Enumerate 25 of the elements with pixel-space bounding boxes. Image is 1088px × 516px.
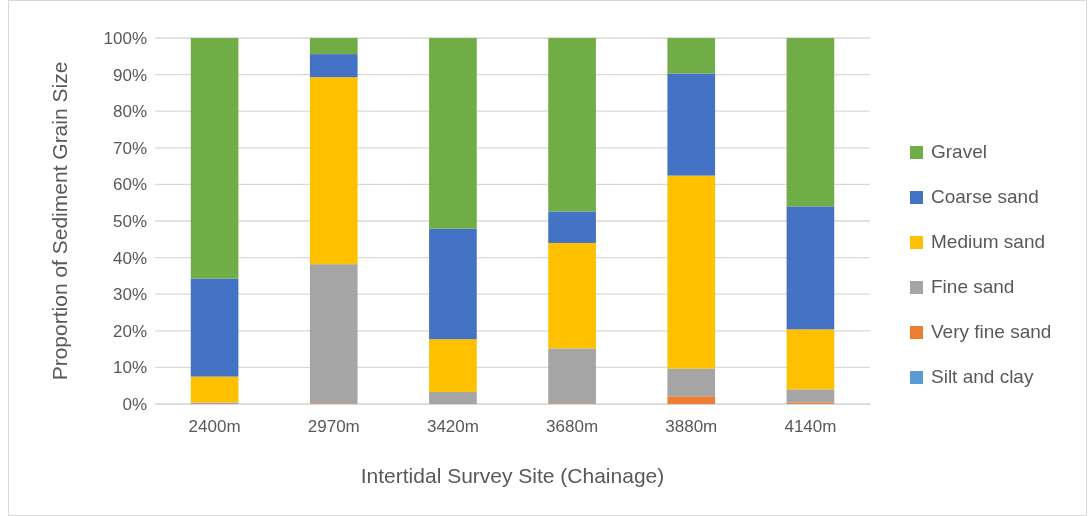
legend-label: Medium sand <box>931 231 1046 253</box>
y-tick-label: 60% <box>112 175 147 195</box>
x-axis-title: Intertidal Survey Site (Chainage) <box>360 464 665 487</box>
y-tick-label: 30% <box>112 285 147 305</box>
legend-label: Coarse sand <box>931 186 1039 208</box>
y-tick-label: 50% <box>112 211 147 231</box>
legend-label: Gravel <box>931 141 987 163</box>
y-tick-label: 70% <box>112 138 147 158</box>
legend-label: Very fine sand <box>931 321 1052 343</box>
y-tick-label: 80% <box>112 102 147 122</box>
x-tick-label: 2970m <box>307 417 360 437</box>
legend-label: Fine sand <box>931 276 1015 298</box>
y-tick-label: 20% <box>112 321 147 341</box>
x-tick-label: 3880m <box>665 417 718 437</box>
y-axis-title: Proportion of Sediment Grain Size <box>48 61 71 381</box>
legend-label: Silt and clay <box>931 366 1034 388</box>
x-tick-label: 2400m <box>188 417 241 437</box>
y-tick-label: 0% <box>122 394 147 414</box>
y-tick-label: 100% <box>103 28 147 48</box>
y-tick-label: 10% <box>112 358 147 378</box>
y-tick-label: 90% <box>112 65 147 85</box>
y-tick-label: 40% <box>112 248 147 268</box>
x-tick-label: 4140m <box>784 417 837 437</box>
x-tick-label: 3680m <box>546 417 599 437</box>
x-tick-label: 3420m <box>426 417 479 437</box>
